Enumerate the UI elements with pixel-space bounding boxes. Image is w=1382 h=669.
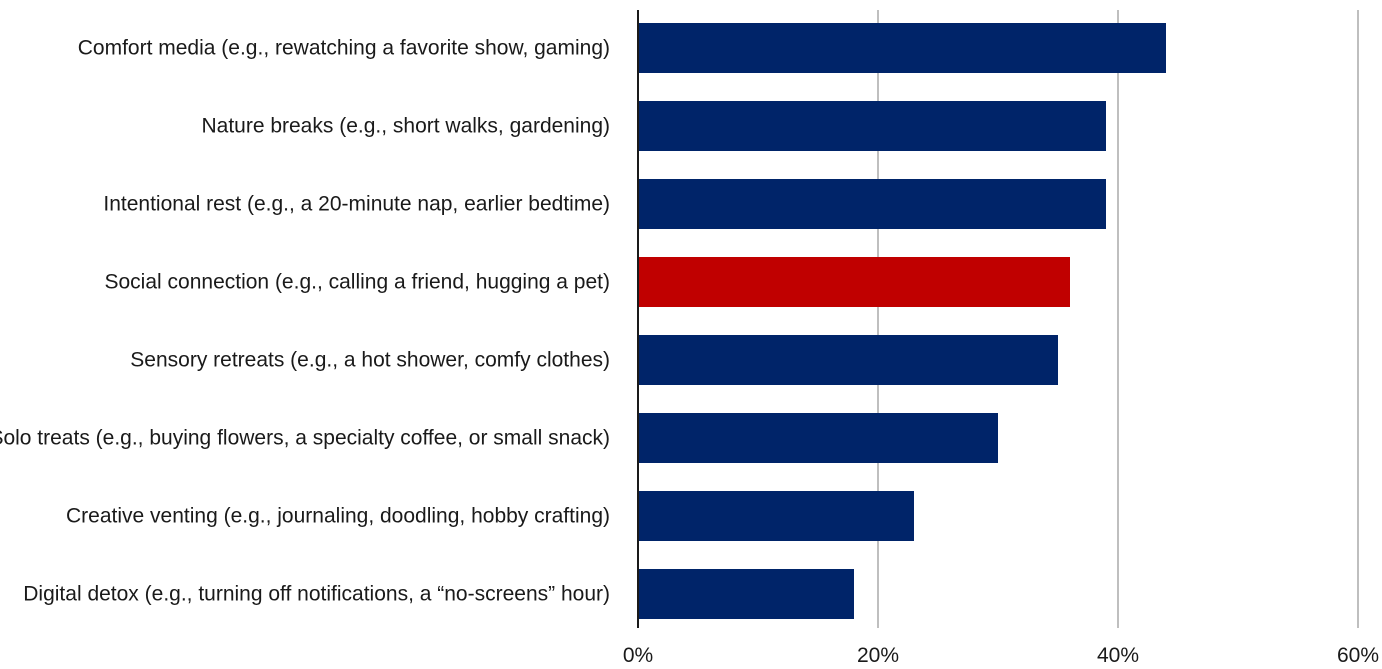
category-label: Creative venting (e.g., journaling, dood… bbox=[66, 505, 610, 528]
x-tick-label: 0% bbox=[623, 644, 653, 667]
bar bbox=[638, 23, 1166, 73]
bar bbox=[638, 257, 1070, 307]
category-label: Social connection (e.g., calling a frien… bbox=[105, 271, 611, 294]
category-label: Solo treats (e.g., buying flowers, a spe… bbox=[0, 427, 610, 450]
bar bbox=[638, 179, 1106, 229]
bar bbox=[638, 101, 1106, 151]
category-label: Sensory retreats (e.g., a hot shower, co… bbox=[130, 349, 610, 372]
category-labels: Comfort media (e.g., rewatching a favori… bbox=[0, 37, 610, 606]
category-label: Digital detox (e.g., turning off notific… bbox=[23, 583, 610, 606]
x-tick-label: 40% bbox=[1097, 644, 1139, 667]
x-axis-ticks: 0% 20% 40% 60% bbox=[623, 644, 1379, 667]
bar bbox=[638, 413, 998, 463]
category-label: Intentional rest (e.g., a 20-minute nap,… bbox=[103, 193, 610, 216]
bar bbox=[638, 569, 854, 619]
x-tick-label: 20% bbox=[857, 644, 899, 667]
x-tick-label: 60% bbox=[1337, 644, 1379, 667]
bar bbox=[638, 491, 914, 541]
category-label: Comfort media (e.g., rewatching a favori… bbox=[78, 37, 610, 60]
bars bbox=[638, 23, 1166, 619]
category-label: Nature breaks (e.g., short walks, garden… bbox=[201, 115, 610, 138]
bar bbox=[638, 335, 1058, 385]
